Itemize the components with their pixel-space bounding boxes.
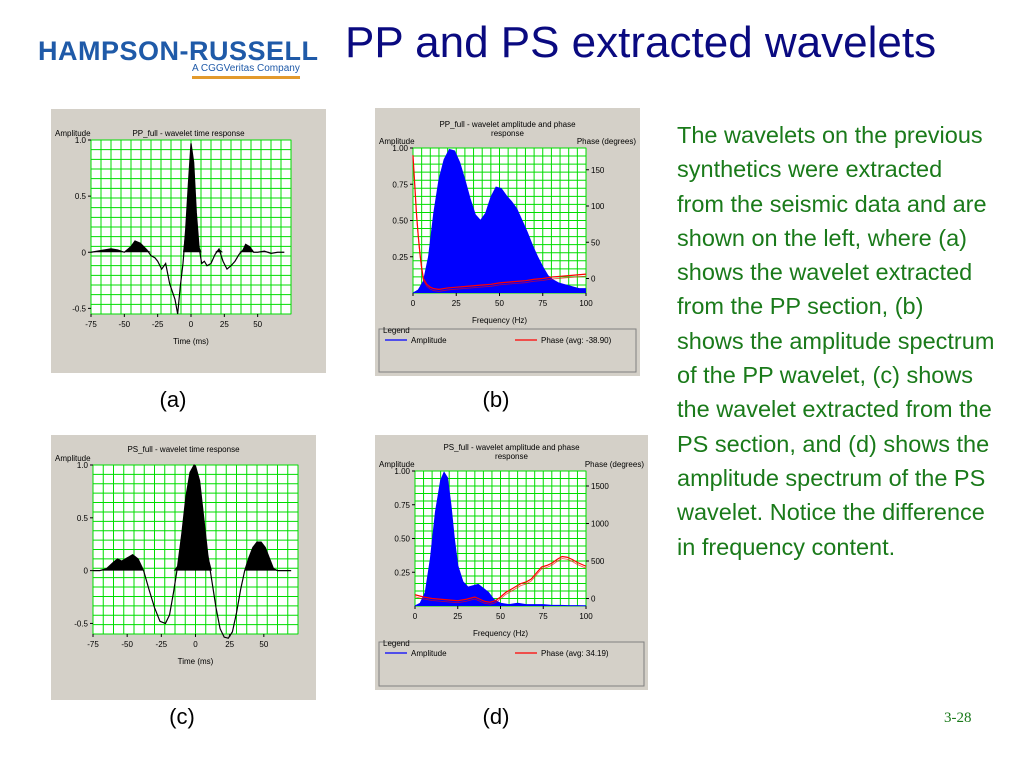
series-area-0 <box>415 472 586 606</box>
chart-title: PP_full - wavelet amplitude and phase <box>439 120 576 129</box>
logo-tagline: A CGGVeritas Company <box>192 63 300 74</box>
legend-box <box>378 328 637 373</box>
slide-number: 3-28 <box>944 710 972 726</box>
legend-label: Amplitude <box>411 336 447 345</box>
chart-panel-b: PP_full - wavelet amplitude and phase res… <box>375 108 640 376</box>
chart-title: PP_full - wavelet time response <box>132 129 245 138</box>
chart-b-svg: PP_full - wavelet amplitude and phaseres… <box>375 108 640 376</box>
x-tick-label: -25 <box>156 640 168 649</box>
x-tick-label: 25 <box>225 640 234 649</box>
x-axis-label: Frequency (Hz) <box>473 629 528 638</box>
series-line-0 <box>90 143 285 315</box>
x-tick-label: -25 <box>152 320 164 329</box>
y-axis-label: Amplitude <box>55 129 91 138</box>
y-tick-label: 0.25 <box>394 568 410 577</box>
x-tick-label: -75 <box>85 320 97 329</box>
y-tick-label: 1.00 <box>392 144 408 153</box>
x-tick-label: 0 <box>411 299 416 308</box>
x-axis-label: Frequency (Hz) <box>472 316 527 325</box>
x-tick-label: 0 <box>189 320 194 329</box>
y-tick-label: 0.50 <box>394 535 410 544</box>
chart-title: PS_full - wavelet time response <box>127 445 240 454</box>
chart-c-svg: PS_full - wavelet time response Amplitude… <box>51 435 316 700</box>
legend-title: Legend <box>383 639 410 648</box>
y2-axis-label: Phase (degrees) <box>577 137 636 146</box>
x-tick-label: 50 <box>495 299 504 308</box>
caption-d: (d) <box>482 704 510 729</box>
series-line-0 <box>412 148 586 294</box>
x-tick-label: 100 <box>579 299 593 308</box>
y-tick-label: 0 <box>82 248 87 257</box>
x-tick-label: 50 <box>259 640 268 649</box>
logo-underline <box>192 76 300 79</box>
y-tick-label: 0.75 <box>394 501 410 510</box>
x-tick-label: 50 <box>496 612 505 621</box>
x-tick-label: -50 <box>121 640 133 649</box>
y-axis-label: Amplitude <box>55 454 91 463</box>
series-line-shadow-1 <box>414 558 587 605</box>
y-tick-label: 0.5 <box>75 192 87 201</box>
chart-panel-c: PS_full - wavelet time response Amplitude… <box>51 435 316 700</box>
y-tick-label: 0.25 <box>392 253 408 262</box>
x-tick-label: 0 <box>193 640 198 649</box>
chart-panel-a: PP_full - wavelet time response Amplitude… <box>51 109 326 373</box>
legend-box <box>378 641 645 687</box>
y-tick-label: 1.0 <box>77 461 89 470</box>
y2-tick-label: 1000 <box>591 520 609 529</box>
series-area-0 <box>413 149 586 293</box>
x-tick-label: -75 <box>87 640 99 649</box>
chart-title: response <box>495 452 528 461</box>
series-line-1 <box>414 555 587 603</box>
y-axis-label: Amplitude <box>379 137 415 146</box>
x-axis-label: Time (ms) <box>173 337 209 346</box>
x-tick-label: 75 <box>538 299 547 308</box>
y2-tick-label: 50 <box>591 238 600 247</box>
y-axis-label: Amplitude <box>379 460 415 469</box>
y2-tick-label: 500 <box>591 557 605 566</box>
y2-tick-label: 100 <box>591 202 605 211</box>
x-tick-label: 25 <box>220 320 229 329</box>
y2-tick-label: 0 <box>591 595 596 604</box>
logo-wordmark: HAMPSON-RUSSELL <box>38 36 319 66</box>
chart-panel-d: PS_full - wavelet amplitude and phase res… <box>375 435 648 690</box>
x-tick-label: -50 <box>119 320 131 329</box>
x-tick-label: 25 <box>452 299 461 308</box>
y2-tick-label: 1500 <box>591 482 609 491</box>
y-tick-label: -0.5 <box>74 619 88 628</box>
y-tick-label: -0.5 <box>72 304 86 313</box>
y-tick-label: 1.00 <box>394 467 410 476</box>
legend-label: Amplitude <box>411 649 447 658</box>
x-tick-label: 75 <box>539 612 548 621</box>
chart-title: response <box>491 129 524 138</box>
x-tick-label: 100 <box>579 612 593 621</box>
x-tick-label: 0 <box>413 612 418 621</box>
y-tick-label: 0.5 <box>77 514 89 523</box>
y2-tick-label: 0 <box>591 275 596 284</box>
y2-axis-label: Phase (degrees) <box>585 460 644 469</box>
y-tick-label: 0.75 <box>392 180 408 189</box>
slide-title: PP and PS extracted wavelets <box>345 18 937 67</box>
series-line-0 <box>93 464 292 639</box>
chart-a-svg: PP_full - wavelet time response Amplitude… <box>51 109 326 373</box>
caption-a: (a) <box>159 387 187 412</box>
chart-title: PS_full - wavelet amplitude and phase <box>443 443 580 452</box>
y-tick-label: 0.50 <box>392 217 408 226</box>
x-tick-label: 25 <box>453 612 462 621</box>
chart-d-svg: PS_full - wavelet amplitude and phaseres… <box>375 435 648 690</box>
y2-tick-label: 150 <box>591 166 605 175</box>
legend-title: Legend <box>383 326 410 335</box>
x-tick-label: 50 <box>253 320 262 329</box>
y-tick-label: 1.0 <box>75 136 87 145</box>
legend-label: Phase (avg: -38.90) <box>541 336 612 345</box>
series-line-0 <box>414 471 587 607</box>
y-tick-label: 0 <box>84 567 89 576</box>
hampson-russell-logo: HAMPSON-RUSSELL A CGGVeritas Company <box>34 36 318 80</box>
x-axis-label: Time (ms) <box>178 657 214 666</box>
description-text: The wavelets on the previous synthetics … <box>677 122 995 560</box>
positive-lobe-fill <box>99 465 278 571</box>
caption-c: (c) <box>169 704 195 729</box>
legend-label: Phase (avg: 34.19) <box>541 649 609 658</box>
series-line-shadow-1 <box>412 157 587 292</box>
caption-b: (b) <box>482 387 510 412</box>
